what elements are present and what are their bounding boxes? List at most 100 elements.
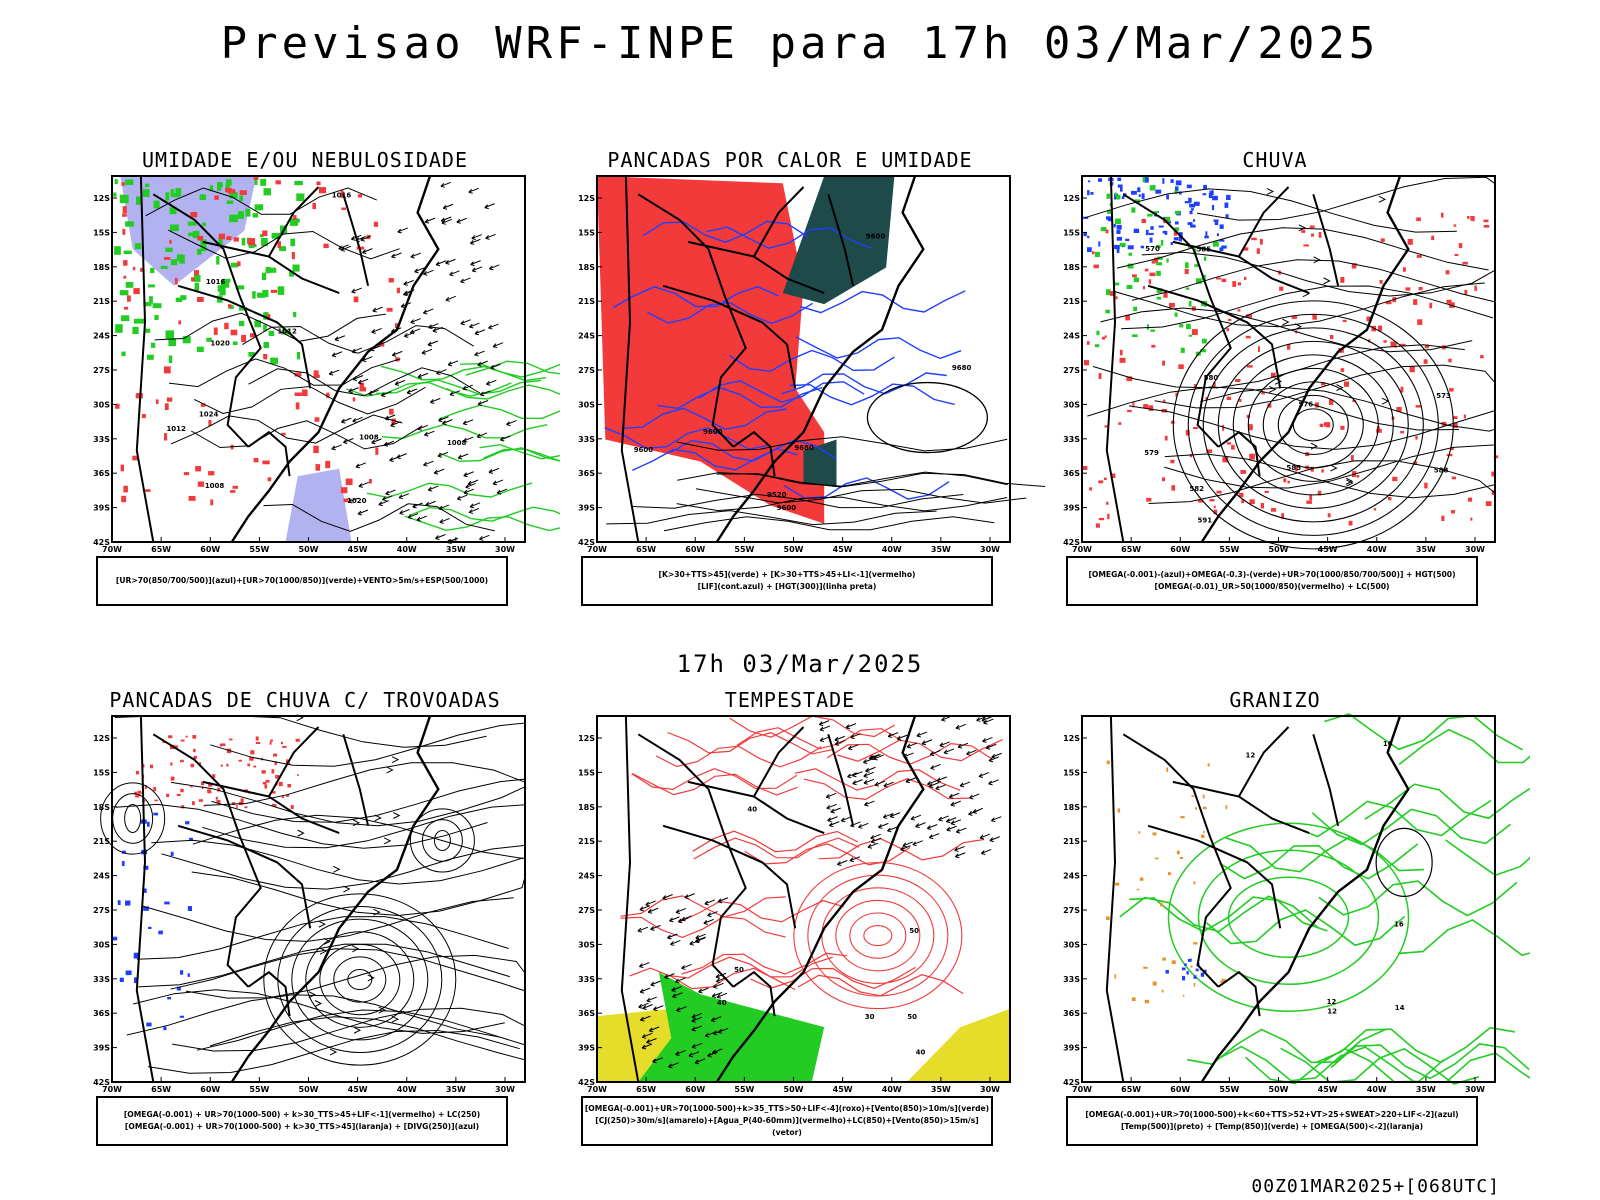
wind-vector	[945, 817, 957, 824]
hgt500-low-contours-ring	[1217, 340, 1409, 509]
contour-label: 579	[1144, 449, 1159, 457]
red-rain-cells-cell	[1106, 501, 1109, 505]
red-rain-cells-cell	[1480, 355, 1484, 359]
green-omega-cells-cell	[1106, 289, 1111, 296]
wind-vector	[456, 217, 467, 224]
green-humidity-cells-cell	[292, 264, 300, 272]
wind-vector	[863, 778, 875, 785]
teal-instability-region	[782, 176, 895, 305]
wind-vector	[978, 772, 990, 779]
wind-vector	[850, 733, 861, 740]
red-rain-cells-cell	[1303, 244, 1309, 247]
wind-vector	[858, 822, 869, 829]
green-temp850-contours-line	[1311, 808, 1511, 846]
lat-label: 24S	[93, 872, 110, 881]
wind-vector	[707, 911, 718, 918]
green-humidity-cells-cell	[252, 213, 259, 218]
wind-vector	[989, 836, 1000, 843]
green-humidity-cells-cell	[263, 188, 271, 196]
red-thickness-marks-cell	[208, 471, 215, 476]
wind-vector	[916, 731, 928, 738]
orange-omega500-cells-cell	[1160, 902, 1163, 907]
red-thickness-marks-cell	[373, 221, 379, 227]
green-humidity-cells-cell	[296, 352, 301, 360]
red-rain-cells-cell	[1467, 216, 1470, 219]
legend-line: [OMEGA(-0.001)+UR>70(1000-500)+k<60+TTS>…	[1085, 1110, 1459, 1119]
red-rain-cells-cell	[1185, 429, 1190, 436]
contour-label: 1008	[359, 433, 379, 441]
map-panel: UMIDADE E/OU NEBULOSIDADE 1008 1008 1012 101…	[80, 148, 580, 638]
lat-label: 18S	[1063, 803, 1080, 812]
lat-label: 21S	[578, 837, 595, 846]
green-humidity-cells-cell	[235, 285, 245, 290]
red-thunder-cells-cell	[201, 781, 205, 786]
red-thunder-cells-cell	[170, 762, 173, 766]
red-rain-cells-cell	[1267, 403, 1272, 408]
hgt300-lines	[606, 436, 1045, 532]
red-thunder-cells-cell	[295, 738, 300, 742]
green-omega-cells-cell	[1188, 334, 1193, 337]
blue-lifted-index-contours	[604, 220, 966, 500]
red-thickness-marks-cell	[224, 322, 229, 330]
blue-omega-cells-cell	[1162, 178, 1165, 184]
red-thunder-cells-cell	[198, 799, 203, 802]
red-thickness-marks-cell	[302, 389, 308, 396]
red-water-contours-line	[629, 967, 796, 991]
red-rain-cells-cell	[1453, 422, 1458, 429]
red-thickness-marks-cell	[155, 399, 159, 404]
contour-label: 1012	[277, 327, 297, 335]
green-humidity-cells-cell	[144, 328, 151, 333]
political-border	[342, 734, 370, 827]
wind-vector	[717, 897, 729, 904]
green-humidity-cells-cell	[197, 248, 202, 255]
red-rain-cells-cell	[1244, 276, 1247, 280]
wind-vector	[456, 494, 468, 501]
wind-vector	[479, 534, 490, 541]
blue-divergence-cells-cell	[146, 1022, 152, 1027]
red-rain-cells-cell	[1403, 267, 1406, 272]
green-humidity-cells-cell	[263, 342, 269, 349]
red-thunder-cells-cell	[173, 745, 179, 748]
red-rain-cells-cell	[1390, 341, 1397, 347]
lat-label: 30S	[93, 940, 110, 949]
wind-vector	[396, 453, 407, 460]
coastline	[715, 715, 925, 1083]
green-humidity-cells-cell	[160, 265, 168, 269]
lat-label: 30S	[578, 940, 595, 949]
orange-omega500-cells-cell	[1117, 808, 1121, 813]
legend-line: [OMEGA(-0.001) + UR>70(1000-500) + k>30_…	[123, 1110, 481, 1119]
streamline-arrow	[1381, 397, 1390, 405]
red-rain-cells-cell	[1148, 405, 1154, 411]
lat-label: 18S	[578, 263, 595, 272]
lat-label: 36S	[1063, 469, 1080, 478]
red-thunder-cells-cell	[193, 748, 196, 753]
red-rain-cells-cell	[1340, 368, 1345, 372]
green-humidity-cells-cell	[170, 189, 175, 196]
red-thickness-marks-cell	[277, 241, 281, 249]
map-frame	[1081, 175, 1496, 543]
coastline	[715, 175, 925, 543]
political-border	[687, 780, 825, 835]
wind-vector	[368, 389, 379, 396]
wind-vector	[982, 736, 993, 743]
red-thickness-marks-cell	[145, 489, 151, 492]
streamline-vortex-ring	[347, 969, 373, 991]
wind-vector	[425, 500, 436, 507]
green-temp850-contours-line	[1318, 880, 1518, 917]
lat-label: 33S	[93, 435, 110, 444]
red-rain-cells-cell	[1291, 315, 1298, 319]
map-panel: PANCADAS DE CHUVA C/ TROVOADAS 12S 15S 18S 2…	[80, 688, 580, 1178]
red-thunder-cells-cell	[274, 761, 277, 766]
wind-vector	[383, 440, 395, 447]
wind-vector	[462, 384, 473, 391]
red-rain-cells-cell	[1086, 341, 1090, 345]
political-border	[1312, 194, 1340, 287]
red-rain-cells-cell	[1340, 425, 1345, 430]
red-thickness-marks-cell	[190, 212, 198, 218]
blue-divergence-cells-cell	[179, 1015, 185, 1018]
political-border	[637, 193, 747, 448]
green-humidity-cells-cell	[148, 284, 155, 288]
wind-vector	[471, 234, 482, 241]
red-rain-cells-cell	[1238, 492, 1244, 498]
blue-omega-cells-cell	[1138, 194, 1141, 197]
